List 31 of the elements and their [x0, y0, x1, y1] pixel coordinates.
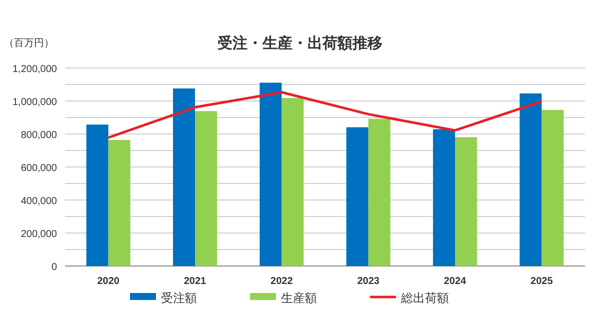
x-tick-label: 2020 [97, 276, 120, 287]
legend-label: 生産額 [281, 291, 317, 305]
y-tick-label: 200,000 [20, 229, 58, 240]
y-tick-label: 400,000 [20, 196, 58, 207]
legend-label: 受注額 [161, 291, 197, 305]
bar [520, 93, 542, 266]
bar [195, 111, 217, 266]
legend-label: 総出荷額 [400, 291, 449, 305]
bar [86, 124, 108, 266]
y-tick-label: 1,200,000 [12, 64, 58, 75]
y-tick-label: 800,000 [20, 130, 58, 141]
x-tick-label: 2022 [270, 276, 294, 287]
bar [282, 98, 304, 266]
y-tick-label: 0 [51, 262, 58, 273]
bar [368, 118, 390, 266]
x-tick-label: 2025 [530, 276, 554, 287]
y-tick-label: 1,000,000 [12, 97, 58, 108]
bar [260, 82, 282, 266]
bar [542, 110, 564, 266]
x-tick-label: 2023 [357, 276, 380, 287]
y-axis-title: （百万円） [4, 38, 54, 49]
line-series [107, 91, 543, 139]
bar [173, 88, 195, 266]
x-tick-label: 2024 [444, 276, 467, 287]
bar [455, 137, 477, 266]
bar [108, 140, 130, 266]
x-tick-label: 2021 [184, 276, 207, 287]
chart-title: 受注・生産・出荷額推移 [216, 34, 382, 52]
bar [346, 127, 368, 266]
bar [433, 129, 455, 266]
y-tick-label: 600,000 [20, 163, 58, 174]
